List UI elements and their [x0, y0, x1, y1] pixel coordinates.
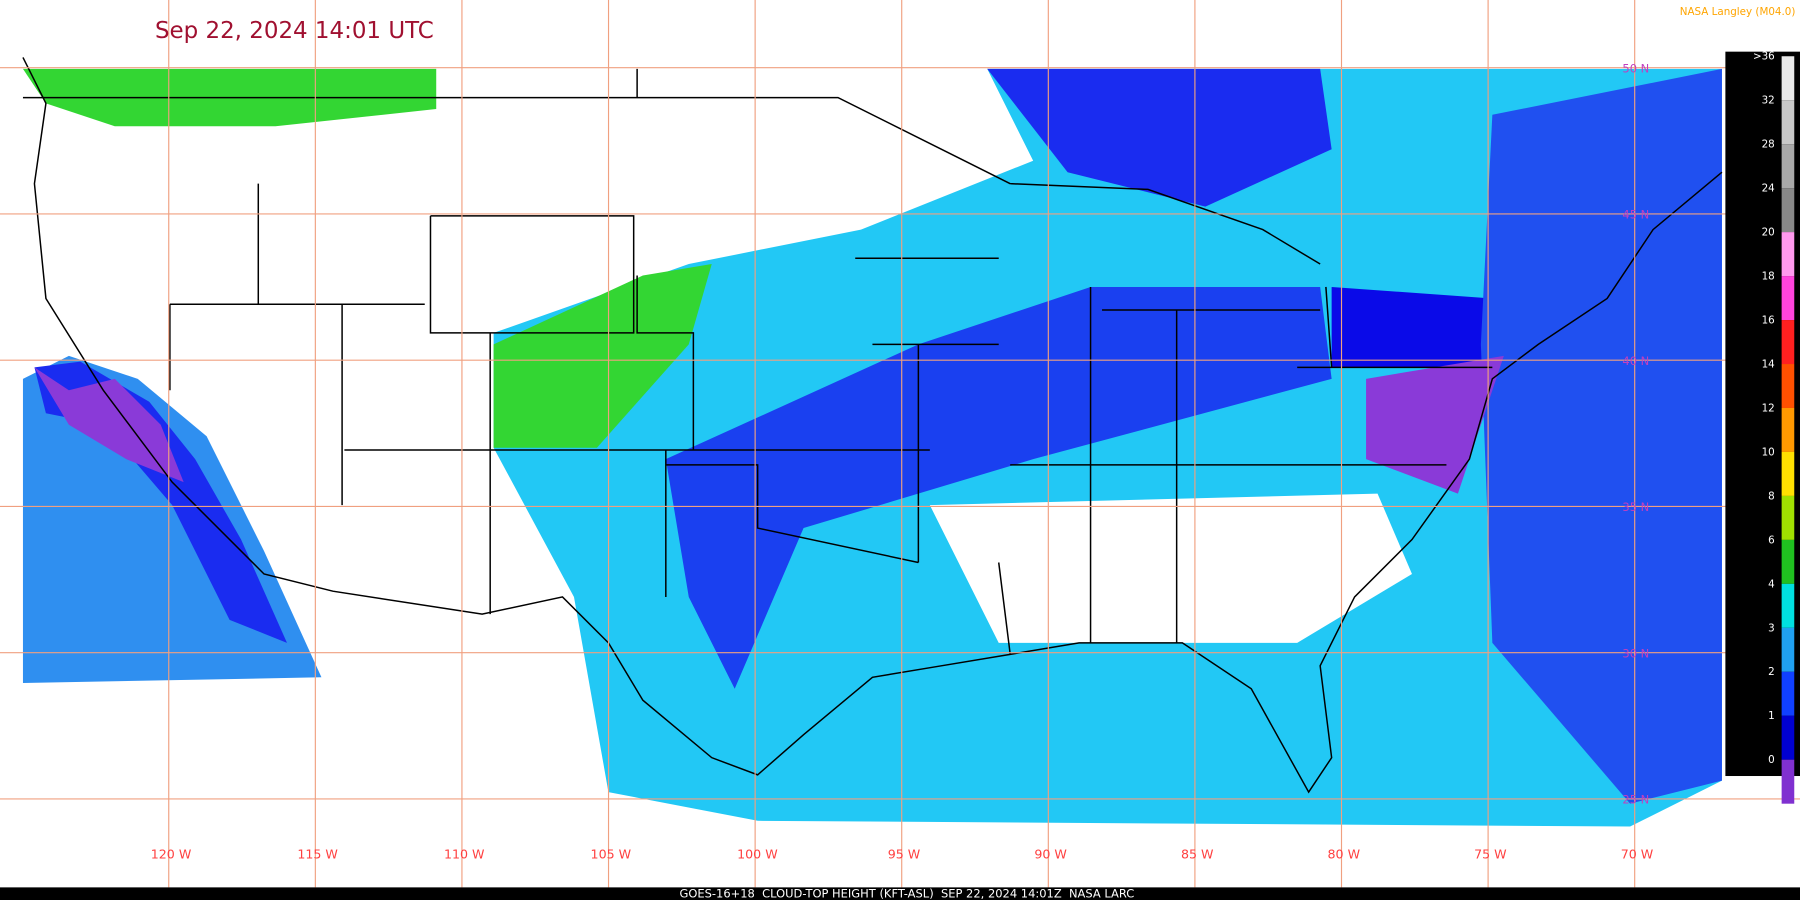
longitude-label: 70 W [1621, 847, 1654, 862]
legend-label: >36 [1753, 51, 1775, 63]
legend-swatch [1781, 627, 1795, 672]
legend-label: 1 [1768, 710, 1775, 722]
longitude-label: 80 W [1328, 847, 1361, 862]
cloud-plains [493, 264, 712, 448]
footer: GOES-16+18 CLOUD-TOP HEIGHT (KFT-ASL) SE… [679, 887, 1134, 900]
legend-swatch [1781, 364, 1795, 408]
legend-label: 4 [1768, 578, 1775, 590]
legend-label: 12 [1762, 402, 1775, 414]
clear-southeast [929, 493, 1412, 643]
longitude-label: 120 W [151, 847, 192, 862]
latitude-label: 45 N [1622, 208, 1649, 222]
cloud-purple-west [34, 367, 184, 483]
longitude-label: 90 W [1034, 847, 1067, 862]
legend-swatch [1781, 495, 1795, 540]
longitude-label: 100 W [737, 847, 778, 862]
state-lines [169, 183, 1493, 655]
footer-bar [0, 887, 1800, 900]
legend-label: 28 [1762, 139, 1775, 151]
cloud-northeast [1331, 286, 1527, 368]
clear-west [298, 183, 643, 368]
legend-label: 8 [1768, 490, 1775, 502]
legend-swatch [1781, 144, 1795, 189]
latitude-label: 40 N [1622, 354, 1649, 368]
timestamp: Sep 22, 2024 14:01 UTC [155, 18, 434, 44]
legend-label: 18 [1762, 271, 1775, 283]
longitude-label: 115 W [297, 847, 338, 862]
legend-label: 32 [1762, 95, 1775, 107]
cloud-coast [34, 361, 287, 643]
credit: NASA Langley (M04.0) [1680, 6, 1796, 18]
legend-label: 24 [1762, 183, 1775, 195]
latitude-label: 50 N [1622, 61, 1649, 75]
longitude-label: 110 W [444, 847, 485, 862]
legend-label: 0 [1768, 754, 1775, 766]
latitude-label: 35 N [1622, 500, 1649, 514]
legend-swatch [1781, 451, 1795, 496]
legend-swatch [1781, 100, 1795, 145]
legend-label: 6 [1768, 534, 1775, 546]
cloud-layer [22, 68, 1722, 827]
legend-swatch [1781, 759, 1795, 804]
legend-label: 20 [1762, 227, 1775, 239]
legend-label: 10 [1762, 446, 1775, 458]
legend-label: 2 [1768, 666, 1775, 678]
legend-swatch [1781, 232, 1795, 277]
legend-title: ZTOP (Kft) [1741, 33, 1794, 45]
longitude-label: 95 W [888, 847, 921, 862]
latitude-label: 30 N [1622, 646, 1649, 660]
legend-swatch [1781, 407, 1795, 452]
legend-label: 16 [1762, 314, 1775, 326]
legend-swatch [1781, 56, 1795, 101]
latitude-label: 25 N [1622, 793, 1649, 807]
legend-label: 14 [1762, 358, 1775, 370]
cloud-atlantic [1480, 68, 1722, 804]
legend-swatch [1781, 276, 1795, 321]
us-outline [22, 57, 1723, 794]
longitude-label: 75 W [1474, 847, 1507, 862]
cloud-great-lakes [987, 68, 1332, 207]
legend-swatch [1781, 715, 1795, 760]
longitude-label: 85 W [1181, 847, 1214, 862]
legend-swatch [1781, 188, 1795, 233]
legend-label: 3 [1768, 622, 1775, 634]
cloud-central [665, 286, 1332, 689]
cloud-swath [493, 68, 1722, 827]
longitude-label: 105 W [591, 847, 632, 862]
legend-swatch [1781, 320, 1795, 365]
legend-swatch [1781, 583, 1795, 628]
legend-swatch [1781, 539, 1795, 584]
legend-swatch [1781, 671, 1795, 716]
